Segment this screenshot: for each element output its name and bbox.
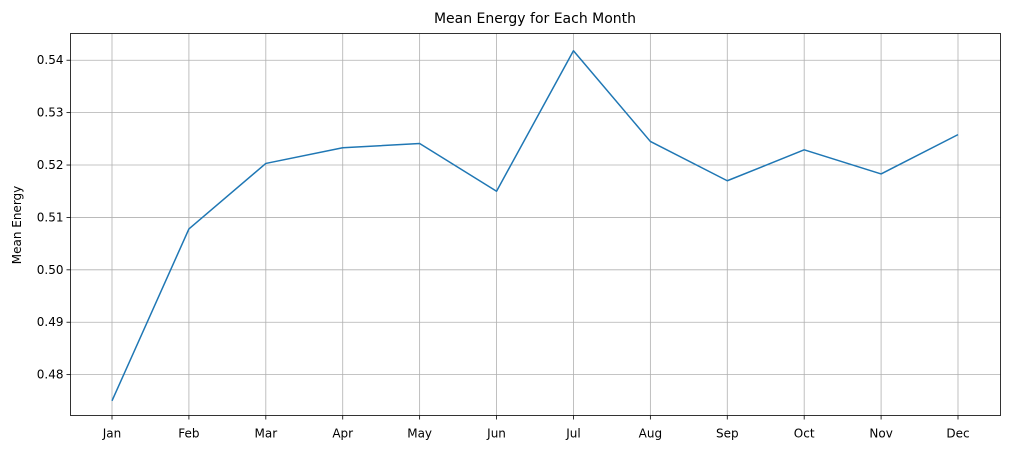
chart-title: Mean Energy for Each Month bbox=[434, 11, 636, 27]
grid-lines bbox=[70, 33, 1001, 416]
y-tick-label: 0.48 bbox=[37, 368, 64, 382]
y-tick-label: 0.54 bbox=[37, 53, 64, 67]
series-line bbox=[111, 50, 959, 402]
x-tick-label: Jun bbox=[486, 427, 506, 441]
series-lines bbox=[111, 50, 959, 402]
x-tick-label: Dec bbox=[946, 427, 969, 441]
y-tick-label: 0.50 bbox=[37, 263, 64, 277]
x-tick-label: Nov bbox=[869, 427, 892, 441]
y-tick-label: 0.51 bbox=[37, 210, 64, 224]
series-points bbox=[111, 50, 959, 401]
plot-frame bbox=[70, 33, 1001, 416]
x-axis: Jan Feb Mar Apr May Jun Jul Aug Sep Oct Nov Dec bbox=[102, 415, 970, 441]
y-tick-label: 0.52 bbox=[37, 158, 64, 172]
x-tick-label: Oct bbox=[794, 427, 815, 441]
y-tick-label: 0.49 bbox=[37, 315, 64, 329]
y-axis: 0.48 0.49 0.50 0.51 0.52 0.53 0.54 bbox=[37, 53, 71, 382]
x-tick-label: Aug bbox=[639, 427, 662, 441]
x-tick-label: Apr bbox=[332, 427, 353, 441]
x-tick-label: May bbox=[407, 427, 432, 441]
x-tick-label: Mar bbox=[254, 427, 277, 441]
x-tick-label: Jan bbox=[102, 427, 122, 441]
x-tick-label: Sep bbox=[716, 427, 739, 441]
y-tick-label: 0.53 bbox=[37, 106, 64, 120]
x-tick-label: Jul bbox=[565, 427, 580, 441]
x-tick-label: Feb bbox=[178, 427, 199, 441]
y-axis-label: Mean Energy bbox=[10, 186, 24, 265]
